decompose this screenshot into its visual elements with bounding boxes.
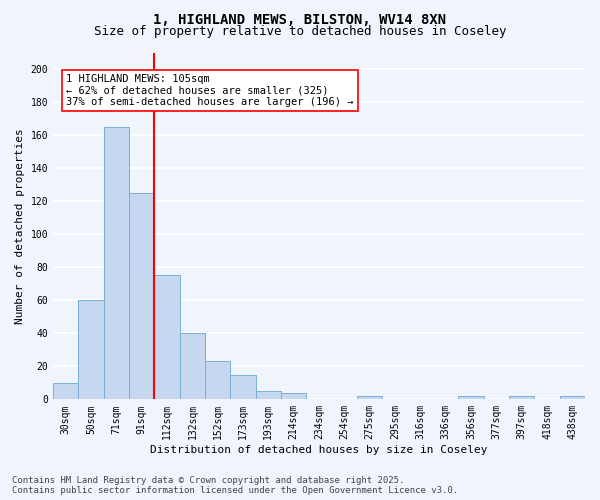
X-axis label: Distribution of detached houses by size in Coseley: Distribution of detached houses by size … <box>150 445 488 455</box>
Bar <box>179 334 205 400</box>
Text: Size of property relative to detached houses in Coseley: Size of property relative to detached ho… <box>94 25 506 38</box>
Bar <box>256 391 281 400</box>
Bar <box>205 362 230 400</box>
Bar <box>509 396 535 400</box>
Bar <box>129 193 154 400</box>
Bar <box>357 396 382 400</box>
Bar <box>104 127 129 400</box>
Text: 1, HIGHLAND MEWS, BILSTON, WV14 8XN: 1, HIGHLAND MEWS, BILSTON, WV14 8XN <box>154 12 446 26</box>
Text: Contains HM Land Registry data © Crown copyright and database right 2025.
Contai: Contains HM Land Registry data © Crown c… <box>12 476 458 495</box>
Y-axis label: Number of detached properties: Number of detached properties <box>15 128 25 324</box>
Bar <box>53 383 79 400</box>
Bar <box>281 392 307 400</box>
Text: 1 HIGHLAND MEWS: 105sqm
← 62% of detached houses are smaller (325)
37% of semi-d: 1 HIGHLAND MEWS: 105sqm ← 62% of detache… <box>66 74 353 107</box>
Bar <box>230 374 256 400</box>
Bar <box>79 300 104 400</box>
Bar <box>560 396 585 400</box>
Bar <box>458 396 484 400</box>
Bar <box>154 276 179 400</box>
